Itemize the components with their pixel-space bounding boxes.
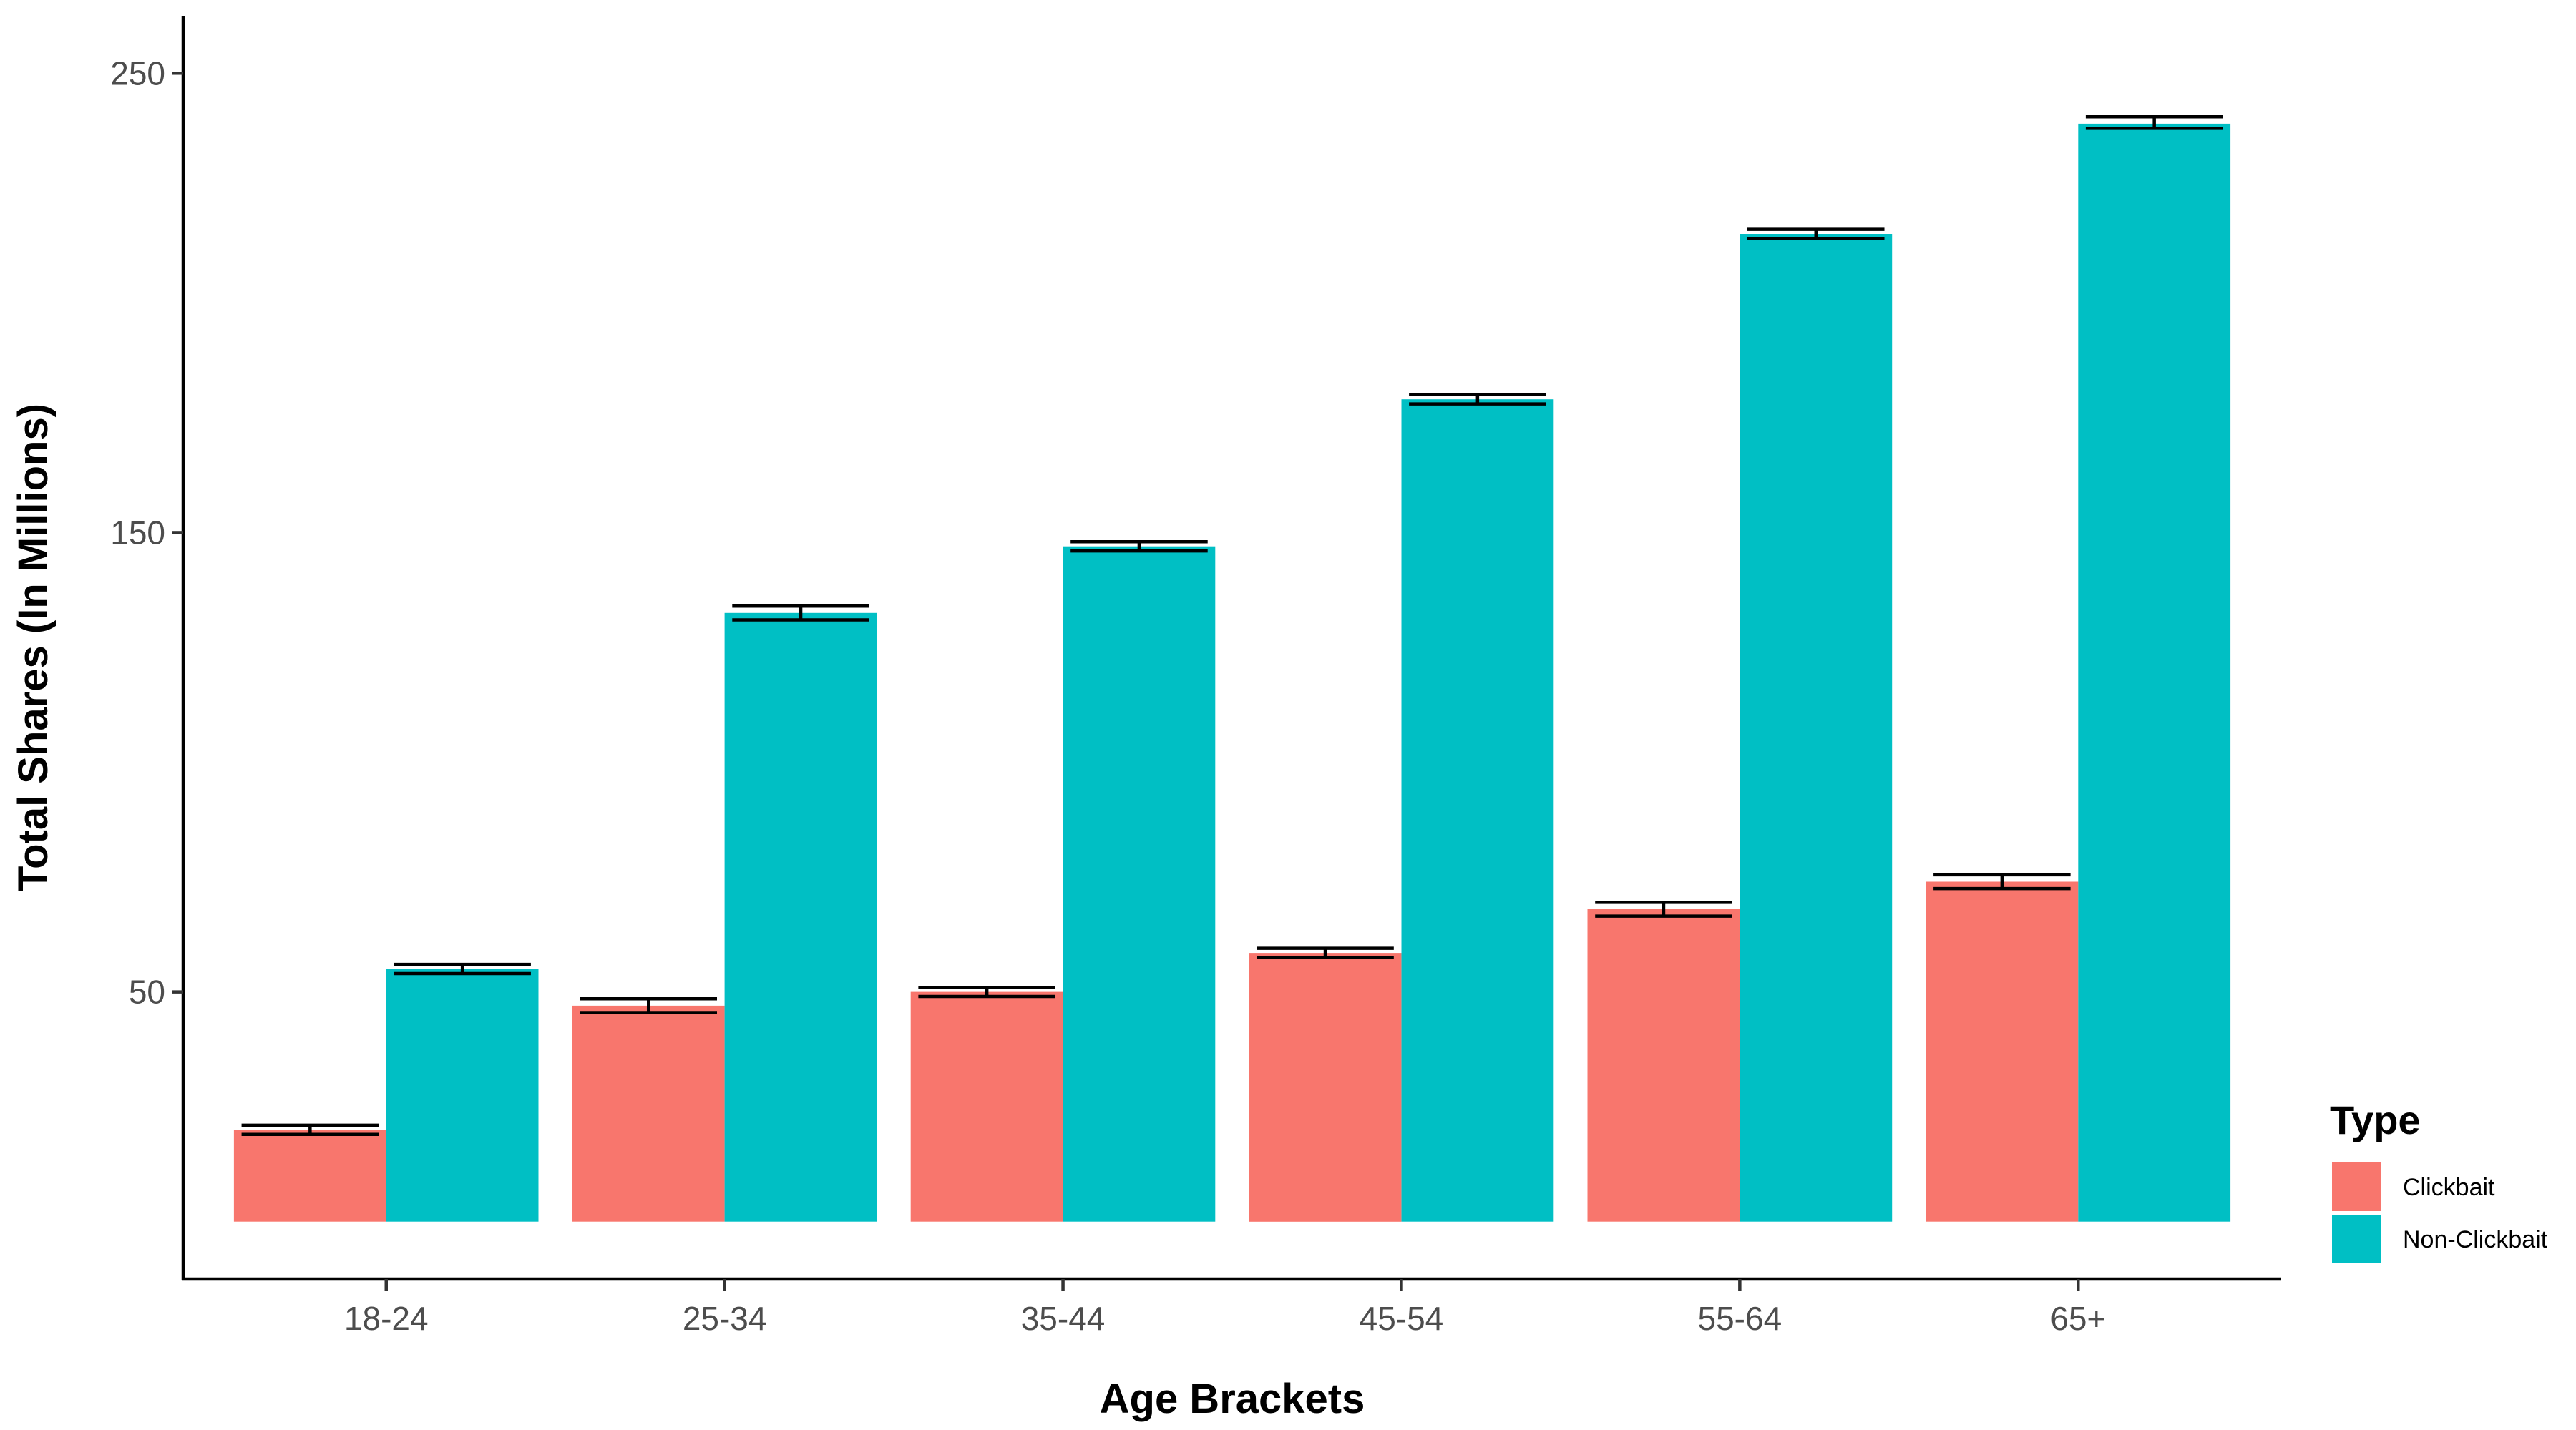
bar-non-clickbait-65+ — [2078, 123, 2231, 1222]
bar-clickbait-35-44 — [910, 991, 1063, 1222]
bar-non-clickbait-35-44 — [1063, 546, 1216, 1222]
bar-non-clickbait-55-64 — [1740, 234, 1893, 1222]
error-bar-non-clickbait-45-54 — [1409, 393, 1546, 406]
bar-clickbait-55-64 — [1587, 909, 1740, 1222]
bars-layer — [233, 123, 2231, 1222]
error-bar-non-clickbait-35-44 — [1070, 540, 1208, 553]
x-tick-label: 55-64 — [1698, 1300, 1782, 1337]
error-bar-non-clickbait-25-34 — [732, 604, 869, 622]
bar-non-clickbait-18-24 — [386, 969, 539, 1222]
y-axis-ticks: 50 150 250 — [110, 54, 183, 1011]
x-tick-label: 45-54 — [1360, 1300, 1444, 1337]
legend-items: Clickbait Non-Clickbait — [2332, 1162, 2548, 1263]
error-bar-clickbait-45-54 — [1257, 946, 1394, 959]
error-bar-non-clickbait-65+ — [2085, 115, 2223, 130]
y-tick-label: 50 — [129, 974, 165, 1011]
y-tick-label: 250 — [110, 54, 165, 92]
bar-clickbait-45-54 — [1249, 953, 1402, 1222]
error-bar-clickbait-55-64 — [1595, 901, 1732, 918]
legend-key-non-clickbait — [2332, 1215, 2381, 1263]
x-tick-label: 35-44 — [1021, 1300, 1106, 1337]
legend-label-non-clickbait: Non-Clickbait — [2403, 1226, 2548, 1253]
x-axis-ticks: 18-24 25-34 35-44 45-54 55-64 65+ — [344, 1279, 2106, 1337]
bar-clickbait-18-24 — [233, 1130, 386, 1222]
x-tick-label: 25-34 — [683, 1300, 767, 1337]
bar-clickbait-25-34 — [572, 1005, 725, 1222]
error-bar-clickbait-18-24 — [241, 1123, 379, 1136]
x-axis-title: Age Brackets — [1100, 1376, 1365, 1422]
bar-non-clickbait-45-54 — [1401, 399, 1554, 1222]
legend-key-clickbait — [2332, 1162, 2381, 1211]
legend: Type Clickbait Non-Clickbait — [2330, 1097, 2548, 1263]
y-tick-label: 150 — [110, 514, 165, 551]
error-bar-clickbait-25-34 — [580, 997, 718, 1014]
x-tick-label: 18-24 — [344, 1300, 429, 1337]
error-bar-non-clickbait-55-64 — [1747, 227, 1885, 240]
legend-label-clickbait: Clickbait — [2403, 1174, 2495, 1201]
error-bar-clickbait-35-44 — [918, 985, 1055, 999]
error-bar-clickbait-65+ — [1933, 873, 2071, 891]
bar-non-clickbait-25-34 — [724, 612, 877, 1222]
error-bar-non-clickbait-18-24 — [394, 962, 531, 976]
legend-title: Type — [2330, 1097, 2421, 1142]
error-bars-layer — [241, 115, 2223, 1136]
x-tick-label: 65+ — [2050, 1300, 2106, 1337]
bar-clickbait-65+ — [1926, 881, 2079, 1222]
y-axis-title: Total Shares (In Millions) — [10, 403, 57, 891]
